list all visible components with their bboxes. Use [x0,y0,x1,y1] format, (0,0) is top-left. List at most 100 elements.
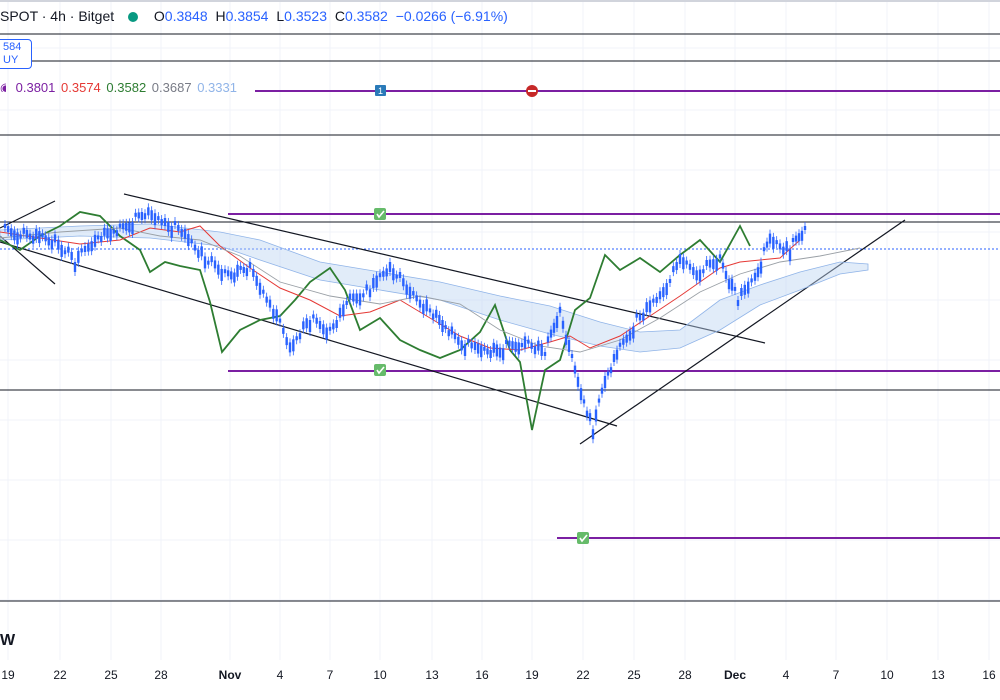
buy-price-badge[interactable]: 584 UY [0,39,32,69]
candle-body [775,240,778,245]
buy-label: UY [3,54,19,66]
candle-body [190,239,193,244]
candle-body [492,342,495,353]
candle-body [118,223,122,228]
candle-body [163,218,167,226]
low-label: L [276,8,285,24]
candle-body [80,248,83,253]
candle-body [305,318,308,329]
candle-body [486,348,489,355]
candle-body [239,265,242,270]
candle-body [153,213,157,226]
candle-body [35,229,38,239]
x-tick-label: 4 [277,668,284,682]
market-status-icon [128,12,139,22]
candle-body [25,229,29,238]
candle-body [685,260,688,265]
candle-body [157,216,160,221]
candle-body [600,387,604,394]
candle-body [523,336,527,349]
candle-body [447,330,450,337]
candle-body [38,231,41,244]
candle-body [705,260,708,266]
close-label: C [334,8,345,24]
ichimoku-value-5: 0.3331 [197,80,237,95]
ichimoku-value-3: 0.3582 [106,80,147,95]
x-tick-label: 22 [53,668,67,682]
candle-body [275,309,278,322]
candle-body [67,246,70,253]
candle-body [724,270,728,279]
candle-body [549,329,553,338]
candle-body [585,410,589,417]
candle-body [483,346,486,351]
candle-body [147,207,150,216]
candle-body [236,264,239,277]
candle-body [242,267,245,273]
candle-body [597,398,601,403]
candle-body [378,273,382,278]
candle-body [50,239,54,250]
candle-body [125,222,128,231]
candle-body [612,354,616,362]
candle-body [63,250,67,255]
candle-body [498,347,502,358]
candle-body [47,237,50,246]
candle-body [415,295,418,302]
indicator-icon[interactable]: ◉ [0,80,6,92]
candle-body [715,258,718,271]
candle-body [3,224,7,228]
candle-body [382,270,385,277]
candle-body [546,336,550,343]
candle-body [255,275,258,286]
candle-body [285,337,288,346]
candle-body [668,279,672,283]
candle-body [425,299,428,312]
candle-body [495,344,499,357]
candle-body [573,365,577,374]
candle-body [570,354,574,358]
candle-body [564,334,568,345]
candle-body [134,212,137,217]
check-mark [376,210,385,219]
candle-body [441,320,444,332]
candle-body [743,284,746,295]
candle-body [302,321,305,330]
candle-body [398,272,402,278]
candle-body [10,228,13,237]
candle-body [750,278,753,283]
candle-body [463,344,467,356]
candle-body [803,226,807,230]
candle-body [476,343,480,354]
candle-body [418,299,422,308]
candle-body [308,320,312,332]
x-tick-label: 7 [833,668,840,682]
candle-body [658,291,662,300]
candle-body [791,238,795,242]
candle-body [16,232,19,245]
x-tick-label: 7 [327,668,334,682]
candle-body [402,278,405,287]
candle-body [588,413,592,422]
candle-body [19,234,22,239]
candle-body [388,262,392,272]
candle-body [450,326,454,335]
x-tick-label: 13 [931,668,945,682]
candle-body [606,371,610,376]
candle-body [121,223,125,230]
candle-body [375,275,378,288]
candle-body [13,230,16,241]
candle-body [252,268,255,277]
candle-body [648,300,652,313]
candle-body [245,268,249,277]
candle-body [41,233,44,238]
candle-body [128,222,131,233]
check-mark [579,534,588,543]
symbol-label[interactable]: SPOT · 4h · Bitget [0,8,115,24]
conversion-line [0,227,861,353]
candle-body [768,233,772,244]
candle-body [662,287,665,298]
x-tick-label: 28 [154,668,168,682]
candle-body [467,338,470,343]
